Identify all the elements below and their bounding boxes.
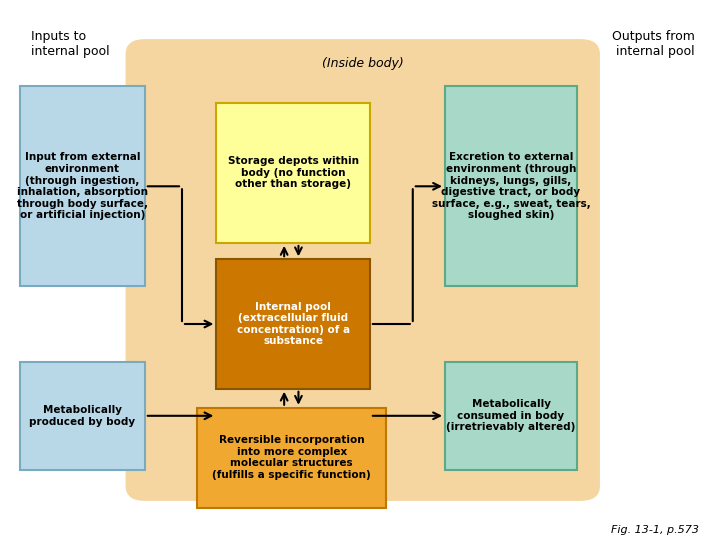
Text: Internal pool
(extracellular fluid
concentration) of a
substance: Internal pool (extracellular fluid conce…: [237, 302, 350, 346]
Text: Metabolically
produced by body: Metabolically produced by body: [30, 405, 135, 427]
FancyBboxPatch shape: [216, 259, 370, 389]
Text: Metabolically
consumed in body
(irretrievably altered): Metabolically consumed in body (irretrie…: [446, 399, 576, 433]
Text: (Inside body): (Inside body): [322, 57, 404, 70]
FancyBboxPatch shape: [197, 408, 387, 508]
FancyBboxPatch shape: [127, 40, 598, 500]
Text: Excretion to external
environment (through
kidneys, lungs, gills,
digestive trac: Excretion to external environment (throu…: [431, 152, 590, 220]
Text: Reversible incorporation
into more complex
molecular structures
(fulfills a spec: Reversible incorporation into more compl…: [212, 435, 371, 480]
FancyBboxPatch shape: [445, 86, 577, 286]
FancyBboxPatch shape: [20, 86, 145, 286]
Text: Outputs from
internal pool: Outputs from internal pool: [612, 30, 695, 58]
Text: Input from external
environment
(through ingestion,
inhalation, absorption
throu: Input from external environment (through…: [17, 152, 148, 220]
Text: Storage depots within
body (no function
other than storage): Storage depots within body (no function …: [228, 156, 359, 190]
Text: Inputs to
internal pool: Inputs to internal pool: [30, 30, 109, 58]
Text: Fig. 13-1, p.573: Fig. 13-1, p.573: [611, 524, 698, 535]
FancyBboxPatch shape: [20, 362, 145, 470]
FancyBboxPatch shape: [216, 103, 370, 243]
FancyBboxPatch shape: [445, 362, 577, 470]
